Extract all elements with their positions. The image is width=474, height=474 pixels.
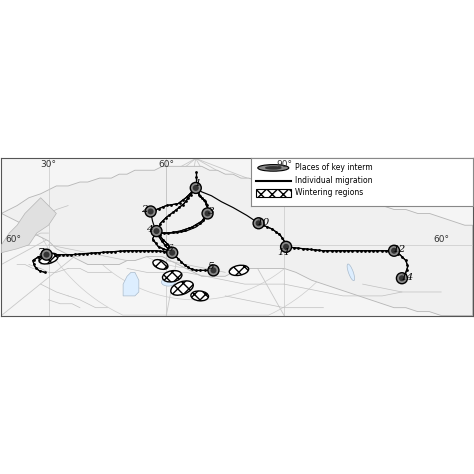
Circle shape bbox=[167, 247, 178, 258]
Text: 90°: 90° bbox=[276, 160, 292, 169]
Circle shape bbox=[283, 244, 289, 250]
Ellipse shape bbox=[347, 264, 355, 281]
Circle shape bbox=[208, 265, 219, 276]
Ellipse shape bbox=[162, 278, 175, 286]
Text: 1: 1 bbox=[194, 180, 201, 189]
Text: 10: 10 bbox=[257, 218, 270, 227]
Circle shape bbox=[147, 209, 154, 215]
Circle shape bbox=[255, 220, 262, 226]
Circle shape bbox=[169, 250, 175, 256]
Ellipse shape bbox=[39, 253, 58, 264]
Circle shape bbox=[190, 182, 201, 193]
Text: 7: 7 bbox=[37, 248, 44, 257]
Polygon shape bbox=[1, 198, 56, 253]
Ellipse shape bbox=[191, 291, 209, 301]
Circle shape bbox=[281, 241, 292, 252]
Polygon shape bbox=[123, 273, 139, 296]
Ellipse shape bbox=[171, 281, 193, 295]
Circle shape bbox=[391, 248, 397, 254]
Text: 30°: 30° bbox=[40, 160, 56, 169]
Circle shape bbox=[389, 245, 400, 256]
Circle shape bbox=[151, 226, 162, 237]
Ellipse shape bbox=[163, 271, 182, 282]
Text: 6: 6 bbox=[167, 244, 173, 253]
Text: 2: 2 bbox=[141, 205, 148, 214]
Circle shape bbox=[44, 252, 50, 258]
Circle shape bbox=[193, 185, 199, 191]
Circle shape bbox=[202, 208, 213, 219]
Text: 4: 4 bbox=[146, 226, 153, 235]
Text: 11: 11 bbox=[277, 248, 291, 257]
Circle shape bbox=[145, 206, 156, 217]
Circle shape bbox=[253, 218, 264, 229]
Circle shape bbox=[210, 267, 217, 273]
Text: 3: 3 bbox=[208, 207, 214, 216]
Ellipse shape bbox=[229, 265, 249, 275]
Text: 14: 14 bbox=[400, 273, 413, 282]
Circle shape bbox=[399, 275, 405, 281]
Text: 60°: 60° bbox=[158, 160, 174, 169]
Polygon shape bbox=[1, 166, 473, 316]
Ellipse shape bbox=[153, 260, 168, 269]
Circle shape bbox=[41, 249, 52, 260]
Text: 60°: 60° bbox=[433, 235, 449, 244]
Text: 12: 12 bbox=[392, 245, 405, 254]
Circle shape bbox=[154, 228, 160, 234]
Circle shape bbox=[204, 210, 210, 217]
Text: 5: 5 bbox=[208, 262, 215, 271]
Circle shape bbox=[396, 273, 408, 284]
Text: 60°: 60° bbox=[5, 235, 21, 244]
